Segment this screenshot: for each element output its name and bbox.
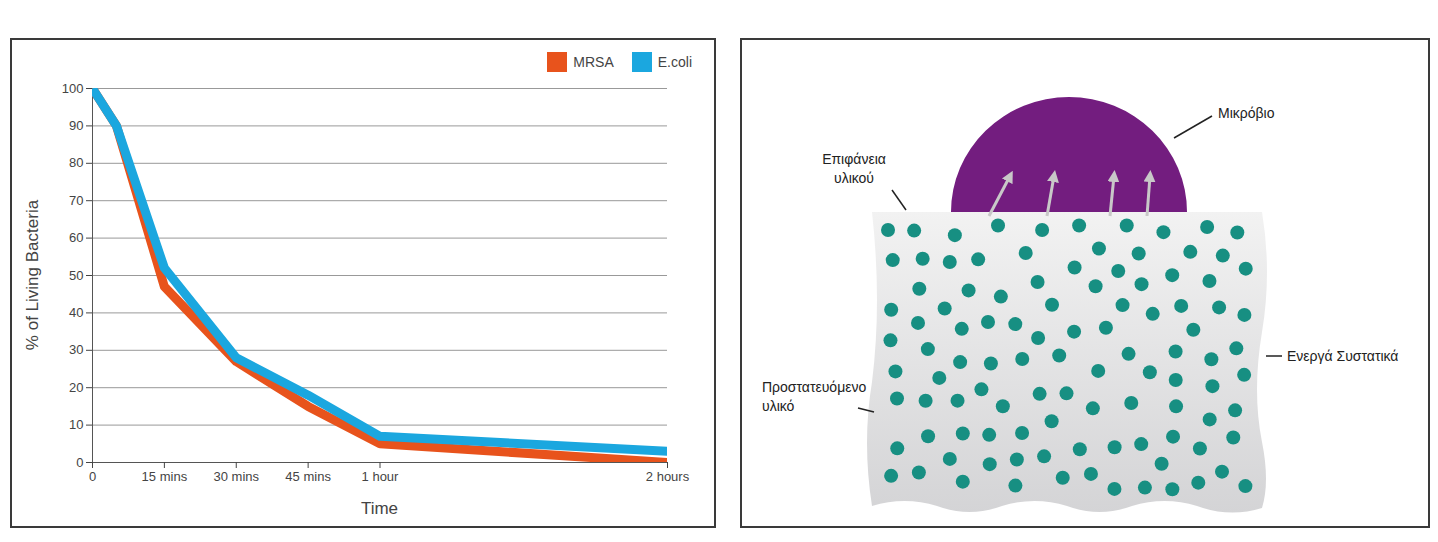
svg-text:Επιφάνειαυλικού: Επιφάνειαυλικού (822, 151, 886, 186)
svg-text:50: 50 (69, 268, 83, 283)
svg-text:45 mins: 45 mins (285, 469, 331, 484)
svg-text:80: 80 (69, 155, 83, 170)
svg-text:% of Living Bacteria: % of Living Bacteria (23, 199, 42, 350)
svg-text:10: 10 (69, 417, 83, 432)
svg-text:70: 70 (69, 193, 83, 208)
svg-text:Time: Time (361, 499, 398, 518)
svg-text:15 mins: 15 mins (142, 469, 188, 484)
html-text:MRSA: MRSA (573, 54, 614, 70)
svg-text:1 hour: 1 hour (362, 469, 400, 484)
svg-text:90: 90 (69, 118, 83, 133)
svg-text:100: 100 (62, 81, 84, 96)
svg-text:0: 0 (89, 469, 96, 484)
svg-text:Προστατευόμενουλικό: Προστατευόμενουλικό (762, 379, 866, 414)
svg-text:2 hours: 2 hours (646, 469, 690, 484)
svg-text:60: 60 (69, 230, 83, 245)
html-text:E.coli: E.coli (657, 54, 692, 70)
svg-text:30: 30 (69, 342, 83, 357)
svg-text:30 mins: 30 mins (213, 469, 259, 484)
svg-text:0: 0 (76, 455, 83, 470)
svg-text:40: 40 (69, 305, 83, 320)
svg-text:20: 20 (69, 380, 83, 395)
svg-text:Ενεργά Συστατικά: Ενεργά Συστατικά (1287, 348, 1398, 364)
svg-text:Μικρόβιο: Μικρόβιο (1218, 105, 1275, 121)
